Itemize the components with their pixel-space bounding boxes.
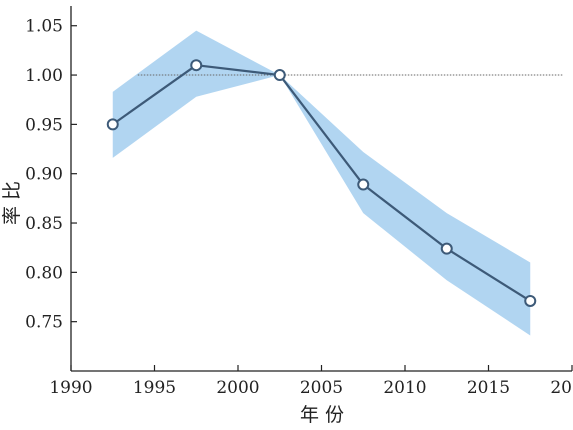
x-tick-label: 2000 [216,378,259,398]
x-tick-label: 2005 [300,378,343,398]
y-tick-label: 1.05 [25,17,63,37]
series-line [112,64,531,302]
y-ticks: 0.75 0.80 0.85 0.90 0.95 1.00 1.05 [25,17,77,333]
y-tick-label: 0.90 [25,165,63,185]
confidence-band [112,30,531,336]
x-axis-label: 年 份 [300,404,344,426]
y-tick-label: 0.75 [25,313,63,333]
y-tick-label: 1.00 [25,66,63,86]
x-tick-label: 2015 [467,378,510,398]
axes [70,6,572,372]
x-tick-label: 1995 [133,378,176,398]
series-line-layer [112,64,531,302]
confidence-band-layer [112,30,531,336]
x-ticks: 1990 1995 2000 2005 2010 2015 2020 [49,365,573,398]
series-points-layer [106,59,537,307]
x-tick-label: 2010 [383,378,426,398]
y-tick-label: 0.95 [25,115,63,135]
x-tick-label: 2020 [550,378,573,398]
data-point [273,69,286,82]
data-point [190,59,203,72]
y-axis-label: 率 比 [1,181,23,225]
data-point [524,294,537,307]
data-point [357,178,370,191]
x-tick-label: 1990 [49,378,92,398]
y-tick-label: 0.80 [25,263,63,283]
data-point [106,118,119,131]
y-tick-label: 0.85 [25,214,63,234]
data-point [440,242,453,255]
